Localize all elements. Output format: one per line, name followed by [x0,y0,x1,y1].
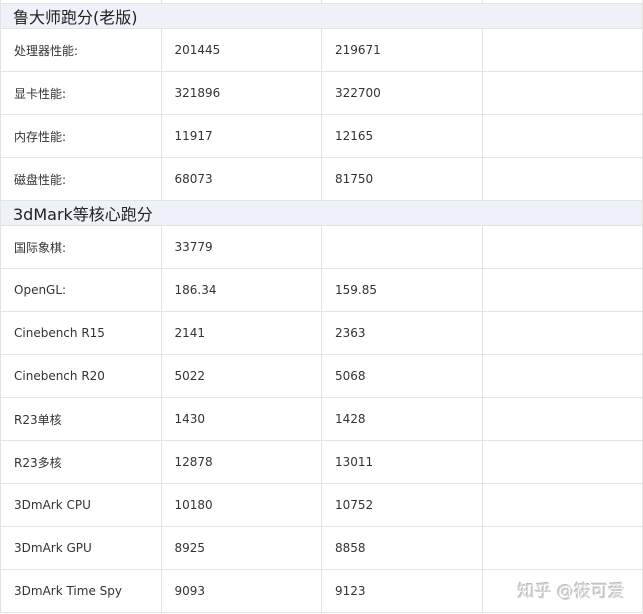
value-cell: 5022 [160,354,322,398]
row-label: OpenGL: [0,268,162,312]
section-header: 3dMark等核心跑分 [0,200,643,226]
value-cell [481,114,643,158]
table-row: R23多核 12878 13011 [0,440,643,484]
row-label: Cinebench R15 [0,311,162,355]
value-cell: 5068 [321,354,483,398]
value-cell [321,225,483,269]
value-cell [481,526,643,570]
value-cell: 186.34 [160,268,322,312]
table-row: 处理器性能: 201445 219671 [0,28,643,72]
value-cell: 10180 [160,483,322,527]
value-cell [481,483,643,527]
value-cell: 68073 [160,157,322,201]
value-cell [481,440,643,484]
value-cell [481,28,643,72]
value-cell: 12878 [160,440,322,484]
value-cell [481,311,643,355]
row-label: Cinebench R20 [0,354,162,398]
section-title: 3dMark等核心跑分 [0,200,643,226]
row-label: 显卡性能: [0,71,162,115]
value-cell: 81750 [321,157,483,201]
value-cell: 12165 [321,114,483,158]
value-cell: 11917 [160,114,322,158]
row-label: 处理器性能: [0,28,162,72]
table-row: 显卡性能: 321896 322700 [0,71,643,115]
row-label: 3DmArk CPU [0,483,162,527]
value-cell [481,354,643,398]
row-label: R23多核 [0,440,162,484]
section-title: 鲁大师跑分(老版) [0,3,643,29]
value-cell: 1430 [160,397,322,441]
value-cell: 8858 [321,526,483,570]
table-row: 3DmArk Time Spy 9093 9123 [0,569,643,613]
value-cell: 219671 [321,28,483,72]
table-row: 3DmArk CPU 10180 10752 [0,483,643,527]
value-cell: 321896 [160,71,322,115]
table-row: Cinebench R20 5022 5068 [0,354,643,398]
value-cell: 33779 [160,225,322,269]
value-cell [481,71,643,115]
value-cell: 9093 [160,569,322,613]
table-row: 3DmArk GPU 8925 8858 [0,526,643,570]
value-cell [481,397,643,441]
row-label: 内存性能: [0,114,162,158]
value-cell: 201445 [160,28,322,72]
row-label: 3DmArk Time Spy [0,569,162,613]
watermark: 知乎 @筱可爱 [517,582,625,602]
value-cell [481,225,643,269]
value-cell: 159.85 [321,268,483,312]
table-row: 国际象棋: 33779 [0,225,643,269]
table-row: 内存性能: 11917 12165 [0,114,643,158]
table-row: 磁盘性能: 68073 81750 [0,157,643,201]
value-cell: 322700 [321,71,483,115]
row-label: 国际象棋: [0,225,162,269]
value-cell [481,157,643,201]
value-cell: 2141 [160,311,322,355]
value-cell: 8925 [160,526,322,570]
row-label: 磁盘性能: [0,157,162,201]
section-header: 鲁大师跑分(老版) [0,3,643,29]
table-row: Cinebench R15 2141 2363 [0,311,643,355]
value-cell [481,268,643,312]
value-cell: 13011 [321,440,483,484]
value-cell: 10752 [321,483,483,527]
value-cell: 9123 [321,569,483,613]
row-label: 3DmArk GPU [0,526,162,570]
table-row: OpenGL: 186.34 159.85 [0,268,643,312]
row-label: R23单核 [0,397,162,441]
value-cell: 1428 [321,397,483,441]
value-cell [481,569,643,613]
value-cell: 2363 [321,311,483,355]
table-row: R23单核 1430 1428 [0,397,643,441]
